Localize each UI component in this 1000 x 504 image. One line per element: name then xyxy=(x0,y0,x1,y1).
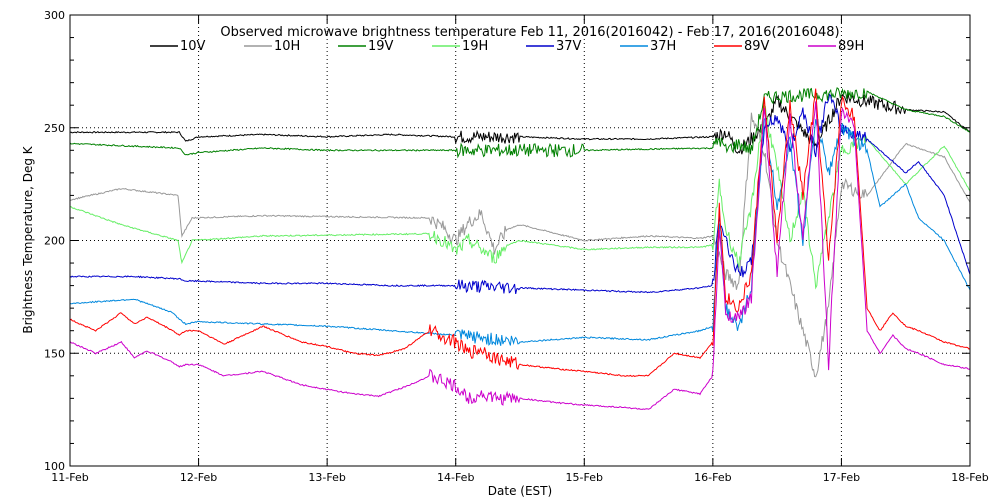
x-tick-label: 16-Feb xyxy=(694,471,731,484)
legend-label-37v: 37V xyxy=(556,39,582,54)
x-tick-label: 17-Feb xyxy=(823,471,860,484)
y-tick-label: 100 xyxy=(44,460,65,473)
series-line-37v xyxy=(69,93,971,295)
y-tick-label: 150 xyxy=(44,347,65,360)
series-line-89h xyxy=(69,101,971,411)
legend-label-19h: 19H xyxy=(462,39,488,54)
series-layer xyxy=(69,87,971,411)
y-tick-label: 300 xyxy=(44,9,65,22)
legend-label-10v: 10V xyxy=(180,39,206,54)
legend-label-37h: 37H xyxy=(650,39,676,54)
legend: 10V 10H 19V 19H 37V 37H 89V 89H xyxy=(150,39,864,54)
legend-label-89v: 89V xyxy=(744,39,770,54)
x-tick-label: 11-Feb xyxy=(51,471,88,484)
series-line-19v xyxy=(69,87,971,159)
x-tick-label: 13-Feb xyxy=(308,471,345,484)
plot-area xyxy=(70,15,970,466)
y-axis-label: Brightness Temperature, Deg K xyxy=(21,145,35,333)
x-tick-label: 18-Feb xyxy=(951,471,988,484)
x-axis-label: Date (EST) xyxy=(488,484,552,498)
series-line-89v xyxy=(69,88,971,377)
series-line-19h xyxy=(69,104,971,290)
tick-layer: 100 150 200 250 300 11-Feb 12-Feb 13-Feb 14-Feb 1… xyxy=(44,9,989,484)
series-line-37h xyxy=(69,116,971,347)
x-tick-label: 15-Feb xyxy=(566,471,603,484)
x-tick-label: 14-Feb xyxy=(437,471,474,484)
legend-label-89h: 89H xyxy=(838,39,864,54)
chart-title: Observed microwave brightness temperatur… xyxy=(220,25,839,40)
y-tick-label: 200 xyxy=(44,235,65,248)
series-line-10h xyxy=(69,112,971,378)
legend-label-10h: 10H xyxy=(274,39,300,54)
x-tick-label: 12-Feb xyxy=(180,471,217,484)
y-tick-label: 250 xyxy=(44,122,65,135)
legend-label-19v: 19V xyxy=(368,39,394,54)
